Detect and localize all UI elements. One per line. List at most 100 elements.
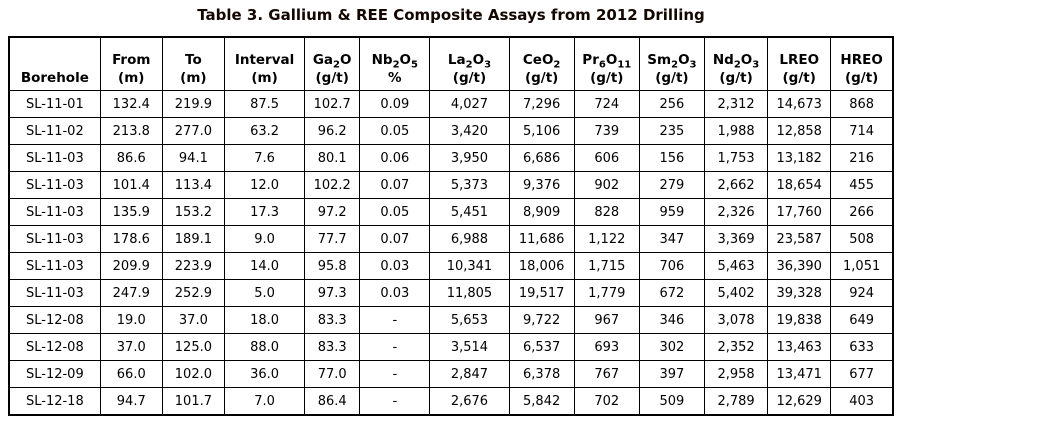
cell-ceo2: 7,296 — [508, 90, 575, 118]
header-unit: (g/t) — [452, 70, 487, 86]
formula-text: Ga — [312, 52, 334, 68]
formula-text: O — [605, 52, 618, 68]
header-formula: La2O3 — [431, 51, 507, 71]
column-header-label: Nb2O5% — [361, 40, 428, 87]
column-header-label: Interval (m) — [226, 40, 303, 87]
formula-text: O — [740, 52, 753, 68]
cell-pr6o11: 702 — [573, 387, 640, 416]
formula-subscript: 11 — [617, 59, 632, 71]
cell-ga2o: 97.2 — [304, 198, 361, 226]
cell-borehole: SL-11-03 — [8, 252, 101, 280]
cell-ceo2: 11,686 — [508, 225, 575, 253]
formula-subscript: 2 — [465, 59, 473, 71]
column-header-nd2o3: Nd2O3 (g/t) — [703, 36, 769, 91]
cell-sm2o3: 256 — [638, 90, 705, 118]
cell-nd2o3: 2,312 — [703, 90, 769, 118]
header-formula: HREO — [832, 51, 891, 69]
cell-interval-m: 18.0 — [223, 306, 306, 334]
formula-subscript: 2 — [392, 59, 400, 71]
cell-lreo: 39,328 — [767, 279, 832, 307]
cell-nb2o5: - — [359, 333, 431, 361]
cell-nb2o5: 0.05 — [359, 117, 431, 145]
header-unit: (g/t) — [719, 70, 753, 86]
cell-pr6o11: 724 — [573, 90, 640, 118]
column-header-ceo2: CeO2 (g/t) — [508, 36, 575, 91]
cell-pr6o11: 767 — [573, 360, 640, 388]
cell-interval-m: 36.0 — [223, 360, 306, 388]
formula-text: O — [678, 52, 690, 68]
cell-la2o3: 10,341 — [429, 252, 510, 280]
formula-text: O — [340, 52, 352, 68]
formula-text: Ce — [522, 52, 542, 68]
header-formula: Pr6O11 — [576, 51, 638, 71]
cell-interval-m: 7.0 — [223, 387, 306, 416]
header-formula: CeO2 — [511, 51, 573, 70]
cell-to-m: 277.0 — [161, 117, 225, 145]
cell-sm2o3: 279 — [638, 171, 705, 199]
cell-ga2o: 77.7 — [304, 225, 361, 253]
cell-pr6o11: 967 — [573, 306, 640, 334]
formula-text: LREO — [779, 52, 820, 68]
column-header-interval-m: Interval (m) — [223, 36, 306, 91]
formula-text: Nb — [371, 52, 393, 68]
cell-sm2o3: 346 — [638, 306, 705, 334]
cell-nd2o3: 2,789 — [703, 387, 769, 416]
cell-lreo: 17,760 — [767, 198, 832, 226]
cell-la2o3: 4,027 — [429, 90, 510, 118]
header-unit: (m) — [118, 70, 145, 86]
header-formula: Interval — [226, 51, 303, 69]
cell-borehole: SL-12-09 — [8, 360, 101, 388]
cell-lreo: 13,471 — [767, 360, 832, 388]
cell-ga2o: 83.3 — [304, 333, 361, 361]
column-header-from-m: From (m) — [99, 36, 163, 91]
cell-from-m: 86.6 — [99, 144, 163, 172]
cell-lreo: 13,463 — [767, 333, 832, 361]
cell-from-m: 178.6 — [99, 225, 163, 253]
header-row: Borehole From (m) To (m) Interval (m) Ga2O (g/t)… — [8, 36, 894, 91]
cell-from-m: 209.9 — [99, 252, 163, 280]
cell-sm2o3: 156 — [638, 144, 705, 172]
cell-from-m: 94.7 — [99, 387, 163, 416]
assay-table: Borehole From (m) To (m) Interval (m) Ga2O (g/t)… — [8, 36, 894, 416]
formula-subscript: 3 — [484, 59, 492, 71]
formula-text: From — [112, 52, 151, 68]
table-row: SL-11-03 178.6 189.1 9.0 77.7 0.07 6,988 11,686… — [8, 225, 894, 253]
cell-nd2o3: 2,662 — [703, 171, 769, 199]
header-formula: Ga2O — [306, 51, 358, 71]
cell-from-m: 132.4 — [99, 90, 163, 118]
cell-sm2o3: 235 — [638, 117, 705, 145]
header-unit: (g/t) — [590, 70, 624, 86]
cell-lreo: 12,858 — [767, 117, 832, 145]
cell-nb2o5: 0.05 — [359, 198, 431, 226]
header-unit: (g/t) — [524, 70, 559, 86]
table-row: SL-11-03 101.4 113.4 12.0 102.2 0.07 5,373 9,37… — [8, 171, 894, 199]
cell-interval-m: 87.5 — [223, 90, 306, 118]
formula-text: O — [399, 52, 412, 68]
column-header-to-m: To (m) — [161, 36, 225, 91]
cell-borehole: SL-11-01 — [8, 90, 101, 118]
formula-subscript: 2 — [333, 59, 341, 71]
table-row: SL-12-18 94.7 101.7 7.0 86.4-2,676 5,842 702 50… — [8, 387, 894, 416]
table-row: SL-11-02 213.8 277.0 63.2 96.2 0.05 3,420 5,106… — [8, 117, 894, 145]
cell-lreo: 12,629 — [767, 387, 832, 416]
formula-text: Interval — [234, 52, 295, 68]
cell-sm2o3: 347 — [638, 225, 705, 253]
column-header-nb2o5: Nb2O5% — [359, 36, 431, 91]
cell-nb2o5: 0.07 — [359, 171, 431, 199]
cell-ceo2: 8,909 — [508, 198, 575, 226]
cell-la2o3: 3,950 — [429, 144, 510, 172]
cell-pr6o11: 693 — [573, 333, 640, 361]
cell-ceo2: 9,722 — [508, 306, 575, 334]
cell-interval-m: 63.2 — [223, 117, 306, 145]
cell-hreo: 677 — [830, 360, 894, 388]
header-unit: (g/t) — [844, 70, 879, 86]
cell-hreo: 266 — [830, 198, 894, 226]
header-formula: Borehole — [11, 69, 99, 87]
cell-nb2o5: 0.03 — [359, 279, 431, 307]
cell-hreo: 403 — [830, 387, 894, 416]
cell-pr6o11: 1,715 — [573, 252, 640, 280]
table-title: Table 3. Gallium & REE Composite Assays … — [197, 6, 705, 24]
cell-la2o3: 5,653 — [429, 306, 510, 334]
cell-pr6o11: 828 — [573, 198, 640, 226]
table-row: SL-11-03 86.6 94.1 7.6 80.1 0.06 3,950 6,686 606… — [8, 144, 894, 172]
